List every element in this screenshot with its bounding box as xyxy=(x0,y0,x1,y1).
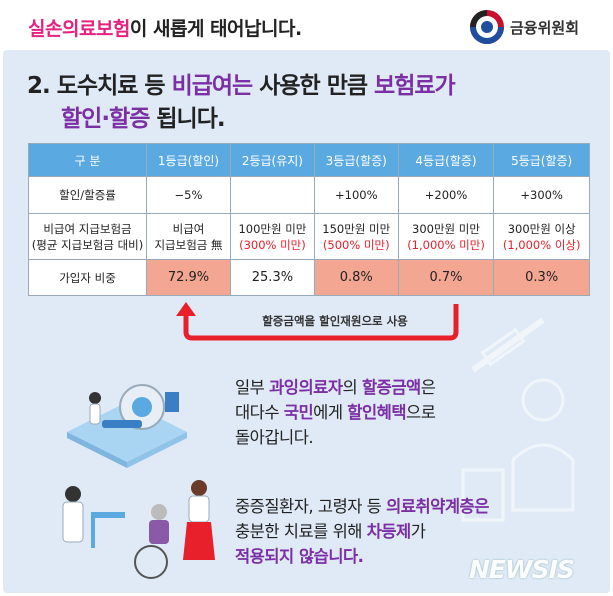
headline-line2: 할인·할증 됩니다. xyxy=(27,103,455,136)
cell-line: 150만원 미만 xyxy=(322,221,391,236)
table-cell: −5% xyxy=(146,176,231,214)
text: 으로 xyxy=(406,403,436,422)
headline-mid: 사용한 만큼 xyxy=(252,73,375,99)
fsc-logo: 금융위원회 xyxy=(470,10,579,44)
paragraph1-line1: 일부 과잉의료자의 할증금액은 xyxy=(235,375,436,400)
paragraph-vulnerable: 중증질환자, 고령자 등 의료취약계층은 충분한 치료를 위해 차등제가 적용되… xyxy=(235,494,489,569)
benefit-row-label-line2: (평균 지급보험금 대비) xyxy=(31,237,144,252)
table-row: 할인/할증률 −5% +100% +200% +300% xyxy=(28,176,590,214)
benefit-row-label-line1: 비급여 지급보험금 xyxy=(43,221,132,236)
table-cell: +200% xyxy=(397,176,495,214)
table-header: 5등급(할증) xyxy=(493,143,590,177)
highlight-text: 적용되지 않습니다. xyxy=(235,547,364,566)
text: 중증질환자, 고령자 등 xyxy=(235,497,387,516)
top-title-rest: 이 새롭게 태어납니다. xyxy=(129,18,302,40)
table-cell: 100만원 미만 (300% 미만) xyxy=(230,213,315,260)
logo-text: 금융위원회 xyxy=(510,18,580,37)
table-header: 구 분 xyxy=(28,143,147,177)
paragraph2-line3: 적용되지 않습니다. xyxy=(235,544,489,569)
content-card: 2. 도수치료 등 비급여는 사용한 만큼 보험료가 할인·할증 됩니다. 구 … xyxy=(3,50,610,593)
table-cell xyxy=(230,176,315,214)
cell-line: 지급보험금 無 xyxy=(154,237,223,252)
taegeuk-emblem-icon xyxy=(470,10,504,44)
text: 의 xyxy=(342,378,362,397)
newsis-watermark: NEWSIS xyxy=(469,555,575,584)
text: 충분한 치료를 위해 xyxy=(235,522,367,541)
table-header: 1등급(할인) xyxy=(146,143,231,177)
highlight-text: 할증금액 xyxy=(361,378,421,397)
headline-highlight-discount: 할인·할증 xyxy=(61,106,150,132)
paragraph2-line1: 중증질환자, 고령자 등 의료취약계층은 xyxy=(235,494,489,519)
highlight-text: 과잉의료자 xyxy=(269,378,343,397)
table-cell: 300만원 이상 (1,000% 이상) xyxy=(493,213,590,260)
highlight-text: 차등제 xyxy=(366,522,412,541)
cell-red-line: (1,000% 이상) xyxy=(502,237,581,252)
headline-highlight-nonbenefit: 비급여는 xyxy=(171,73,254,99)
cell-line: 비급여 xyxy=(172,221,205,236)
text: 에게 xyxy=(313,403,348,422)
table-cell: 0.7% xyxy=(397,259,495,296)
table-row: 비급여 지급보험금 (평균 지급보험금 대비) 비급여 지급보험금 無 100만… xyxy=(28,213,590,260)
cell-line: 300만원 이상 xyxy=(507,221,576,236)
paragraph1-line2: 대다수 국민에게 할인혜택으로 xyxy=(235,400,436,425)
table-cell: 0.8% xyxy=(313,259,399,296)
table-header-row: 구 분 1등급(할인) 2등급(유지) 3등급(할증) 4등급(할증) 5등급(… xyxy=(28,143,590,177)
cell-line: 300만원 미만 xyxy=(412,221,480,236)
share-row-label: 가입자 비중 xyxy=(28,259,147,296)
cell-line: 100만원 미만 xyxy=(238,221,307,236)
headline-highlight-premium: 보험료가 xyxy=(374,73,456,99)
medical-outline-decoration-icon xyxy=(461,317,575,522)
table-cell: +300% xyxy=(493,176,590,214)
table-cell: 0.3% xyxy=(493,259,590,296)
patients-illustration-icon xyxy=(62,480,215,579)
cell-red-line: (1,000% 미만) xyxy=(407,237,485,252)
benefit-row-label: 비급여 지급보험금 (평균 지급보험금 대비) xyxy=(28,213,147,260)
top-title-highlight: 실손의료보험 xyxy=(28,18,130,40)
table-cell: 150만원 미만 (500% 미만) xyxy=(313,213,399,260)
table-cell: 300만원 미만 (1,000% 미만) xyxy=(397,213,495,260)
rate-row-label: 할인/할증률 xyxy=(28,176,147,214)
table-cell: 비급여 지급보험금 無 xyxy=(146,213,231,260)
highlight-text: 할인혜택 xyxy=(347,403,407,422)
table-header: 2등급(유지) xyxy=(230,143,315,177)
headline: 2. 도수치료 등 비급여는 사용한 만큼 보험료가 할인·할증 됩니다. xyxy=(27,70,456,136)
table-row: 가입자 비중 72.9% 25.3% 0.8% 0.7% 0.3% xyxy=(28,259,590,296)
top-title: 실손의료보험이 새롭게 태어납니다. xyxy=(28,14,302,41)
hospital-scanner-illustration-icon xyxy=(67,384,187,468)
paragraph2-line2: 충분한 치료를 위해 차등제가 xyxy=(235,519,489,544)
cell-red-line: (300% 미만) xyxy=(239,237,306,252)
table-header: 3등급(할증) xyxy=(313,143,399,177)
grade-table: 구 분 1등급(할인) 2등급(유지) 3등급(할증) 4등급(할증) 5등급(… xyxy=(28,143,590,296)
headline-suffix: 됩니다. xyxy=(149,106,225,132)
text: 가 xyxy=(410,522,426,541)
highlight-text: 국민 xyxy=(283,403,314,422)
text: 대다수 xyxy=(235,403,284,422)
table-cell: +100% xyxy=(313,176,399,214)
text: 일부 xyxy=(235,378,270,397)
paragraph1-line3: 돌아갑니다. xyxy=(235,428,314,447)
table-cell: 72.9% xyxy=(146,259,231,296)
cell-red-line: (500% 미만) xyxy=(322,237,390,252)
headline-line1: 2. 도수치료 등 비급여는 사용한 만큼 보험료가 xyxy=(27,70,456,103)
text: 은 xyxy=(420,378,436,397)
headline-prefix: 2. 도수치료 등 xyxy=(27,73,172,99)
redistribution-arrow-icon xyxy=(176,302,459,341)
table-header: 4등급(할증) xyxy=(397,143,495,177)
table-cell: 25.3% xyxy=(230,259,315,296)
arrow-label: 할증금액을 할인재원으로 사용 xyxy=(262,314,408,328)
paragraph-redistribution: 일부 과잉의료자의 할증금액은 대다수 국민에게 할인혜택으로 돌아갑니다. xyxy=(235,375,436,450)
highlight-text: 의료취약계층은 xyxy=(386,497,489,516)
